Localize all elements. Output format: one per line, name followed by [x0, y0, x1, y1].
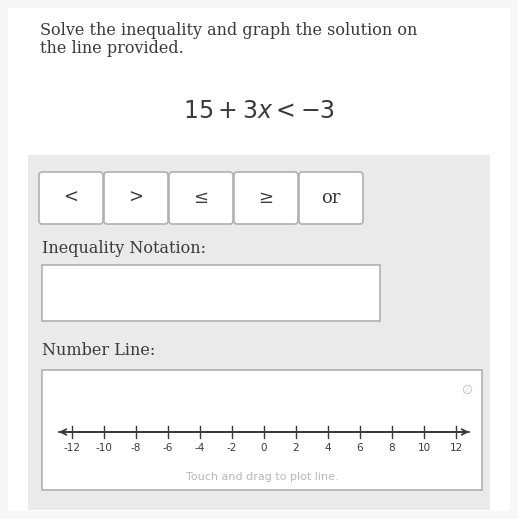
Text: Inequality Notation:: Inequality Notation:	[42, 240, 206, 257]
Text: 0: 0	[261, 443, 267, 453]
Text: Touch and drag to plot line.: Touch and drag to plot line.	[185, 472, 338, 482]
FancyBboxPatch shape	[234, 172, 298, 224]
Text: ≤: ≤	[193, 189, 209, 207]
Text: -2: -2	[227, 443, 237, 453]
FancyBboxPatch shape	[299, 172, 363, 224]
Text: 12: 12	[450, 443, 463, 453]
Text: 2: 2	[293, 443, 299, 453]
FancyBboxPatch shape	[169, 172, 233, 224]
Text: 4: 4	[325, 443, 332, 453]
Text: >: >	[128, 189, 143, 207]
FancyBboxPatch shape	[39, 172, 103, 224]
Text: ≥: ≥	[258, 189, 274, 207]
Text: -10: -10	[95, 443, 112, 453]
FancyBboxPatch shape	[8, 8, 510, 511]
FancyBboxPatch shape	[42, 370, 482, 490]
Text: -6: -6	[163, 443, 173, 453]
Text: 8: 8	[388, 443, 395, 453]
Text: Solve the inequality and graph the solution on: Solve the inequality and graph the solut…	[40, 22, 418, 39]
FancyBboxPatch shape	[104, 172, 168, 224]
Text: 10: 10	[418, 443, 430, 453]
Text: 6: 6	[357, 443, 363, 453]
Text: ∅: ∅	[461, 384, 472, 397]
Text: -8: -8	[131, 443, 141, 453]
Text: -4: -4	[195, 443, 205, 453]
Text: $\mathit{15 + 3x} < -3$: $\mathit{15 + 3x} < -3$	[183, 101, 335, 124]
Text: -12: -12	[64, 443, 80, 453]
Text: the line provided.: the line provided.	[40, 40, 184, 57]
FancyBboxPatch shape	[28, 155, 490, 510]
Text: or: or	[321, 189, 341, 207]
Text: <: <	[64, 189, 79, 207]
FancyBboxPatch shape	[42, 265, 380, 321]
Text: Number Line:: Number Line:	[42, 342, 155, 359]
